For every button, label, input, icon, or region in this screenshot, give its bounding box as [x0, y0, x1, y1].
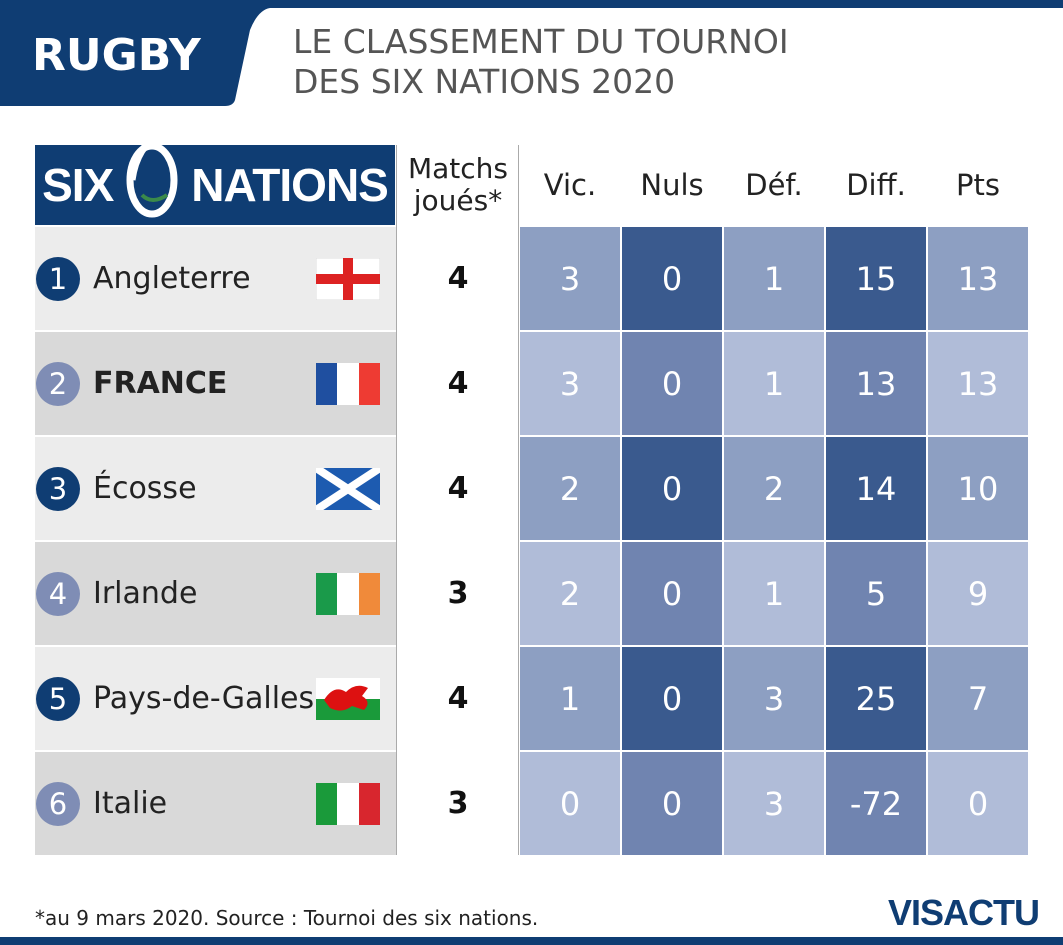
title-line: DES SIX NATIONS 2020 — [293, 62, 676, 101]
divider — [518, 145, 519, 855]
stat-cell: 13 — [928, 227, 1028, 330]
section-label: RUGBY — [32, 30, 201, 81]
stat-cell: 2 — [724, 437, 824, 540]
title: LE CLASSEMENT DU TOURNOI DES SIX NATIONS… — [293, 22, 789, 102]
footer: *au 9 mars 2020. Source : Tournoi des si… — [0, 890, 1063, 933]
stat-cell: 9 — [928, 542, 1028, 645]
stat-cell: 0 — [928, 752, 1028, 855]
stat-cell: 7 — [928, 647, 1028, 750]
team-name: Irlande — [93, 576, 198, 611]
stat-cell: 13 — [928, 332, 1028, 435]
stat-cell: 1 — [724, 542, 824, 645]
stat-cell: 0 — [622, 752, 722, 855]
flag — [316, 783, 380, 825]
rank-badge: 3 — [36, 467, 80, 511]
team-name: Écosse — [93, 471, 197, 506]
team-name: FRANCE — [93, 366, 228, 401]
stat-cell: 0 — [622, 227, 722, 330]
stat-cell: 3 — [724, 752, 824, 855]
brand: VISACTU — [888, 892, 1040, 933]
flag-graphic — [316, 678, 380, 720]
stat-cell: 1 — [724, 332, 824, 435]
section-box — [0, 8, 270, 106]
flag — [315, 257, 381, 301]
footnote: *au 9 mars 2020. Source : Tournoi des si… — [35, 906, 539, 930]
team-name: Italie — [93, 786, 168, 821]
rank-badge: 5 — [36, 677, 80, 721]
stat-cell: 3 — [520, 332, 620, 435]
stat-cell: 2 — [520, 437, 620, 540]
played-cell: 3 — [447, 786, 469, 821]
stat-cell: 0 — [622, 542, 722, 645]
column-header: Vic. — [543, 168, 597, 202]
flag — [316, 573, 380, 615]
title-line: LE CLASSEMENT DU TOURNOI — [293, 22, 789, 61]
stat-cell: 14 — [826, 437, 926, 540]
rank-badge: 4 — [36, 572, 80, 616]
stat-cell: 2 — [520, 542, 620, 645]
flag — [316, 678, 380, 720]
stat-cell: 0 — [520, 752, 620, 855]
column-header: Déf. — [745, 168, 803, 202]
team-name: Pays-de-Galles — [93, 681, 315, 716]
played-cell: 4 — [447, 366, 469, 401]
stat-cell: 0 — [622, 647, 722, 750]
stat-cell: 3 — [520, 227, 620, 330]
played-cell: 4 — [447, 261, 469, 296]
stat-cell: 13 — [826, 332, 926, 435]
flag-graphic — [313, 464, 383, 514]
stat-cell: 1 — [520, 647, 620, 750]
stat-cell: -72 — [826, 752, 926, 855]
played-cell: 3 — [447, 576, 469, 611]
logo-six — [126, 129, 178, 218]
stat-cell: 0 — [622, 437, 722, 540]
flag-graphic — [316, 573, 380, 615]
flag-graphic — [316, 363, 380, 405]
flag — [316, 363, 380, 405]
divider — [396, 145, 397, 855]
flag-graphic — [315, 257, 381, 301]
stat-cell: 3 — [724, 647, 824, 750]
bottom-bar — [0, 937, 1063, 945]
column-header: Matchs joués* — [407, 152, 509, 217]
rank-badge: 2 — [36, 362, 80, 406]
stat-cell: 5 — [826, 542, 926, 645]
stat-cell: 10 — [928, 437, 1028, 540]
stat-cell: 25 — [826, 647, 926, 750]
logo-left: SIX — [42, 159, 114, 211]
played-cell: 4 — [447, 471, 469, 506]
logo-right: NATIONS — [191, 159, 389, 211]
team-name: Angleterre — [93, 261, 251, 296]
rank-badge: 6 — [36, 782, 80, 826]
flag-graphic — [316, 783, 380, 825]
column-header: Diff. — [846, 168, 906, 202]
stat-cell: 15 — [826, 227, 926, 330]
rank-badge: 1 — [36, 257, 80, 301]
column-header: Pts — [956, 168, 1000, 202]
six-nations-logo: SIX NATIONS — [35, 129, 395, 225]
stat-cell: 1 — [724, 227, 824, 330]
column-header: Nuls — [640, 168, 704, 202]
flag — [313, 464, 383, 514]
top-bar — [0, 0, 1063, 8]
played-cell: 4 — [447, 681, 469, 716]
stat-cell: 0 — [622, 332, 722, 435]
